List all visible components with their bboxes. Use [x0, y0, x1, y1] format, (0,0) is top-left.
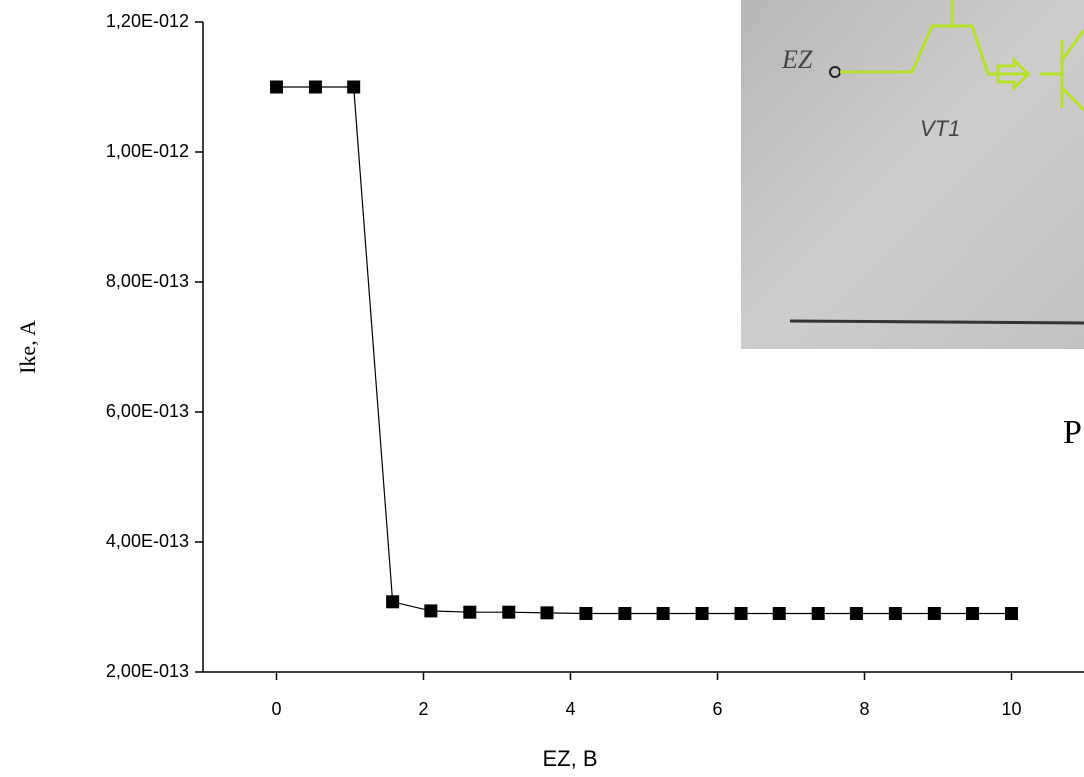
- marker: [270, 80, 283, 94]
- marker: [656, 607, 670, 620]
- y-tick-label: 1,00E-012: [106, 141, 189, 161]
- x-tick-label: 6: [712, 699, 722, 719]
- inset-photo: EZ VT1: [741, 0, 1084, 349]
- y-axis-title: Ike, A: [15, 320, 40, 374]
- x-tick-label: 0: [271, 699, 281, 719]
- marker: [772, 607, 786, 620]
- marker: [463, 605, 477, 619]
- x-tick-label: 2: [418, 699, 428, 719]
- marker: [347, 80, 361, 94]
- y-tick-label: 1,20E-012: [106, 11, 189, 31]
- marker: [308, 80, 322, 94]
- inset-label: EZ: [781, 45, 813, 74]
- x-tick-label: 4: [565, 699, 575, 719]
- marker: [502, 605, 516, 619]
- photo-line: [789, 319, 1084, 325]
- marker: [424, 604, 438, 618]
- x-tick-label: 8: [859, 699, 869, 719]
- marker: [734, 607, 748, 620]
- inset-label: VT1: [920, 116, 960, 141]
- x-axis-title: EZ, B: [542, 746, 597, 771]
- marker: [811, 607, 825, 620]
- y-tick-label: 6,00E-013: [106, 401, 189, 421]
- marker: [966, 607, 980, 620]
- annotation: P: [1063, 414, 1082, 451]
- marker: [849, 607, 863, 620]
- marker: [386, 595, 400, 609]
- marker: [618, 607, 632, 620]
- y-tick-label: 8,00E-013: [106, 271, 189, 291]
- marker: [927, 607, 941, 620]
- y-tick-label: 4,00E-013: [106, 531, 189, 551]
- x-tick-label: 10: [1001, 699, 1021, 719]
- marker: [888, 607, 902, 620]
- marker: [579, 607, 593, 620]
- y-tick-label: 2,00E-013: [106, 661, 189, 681]
- marker: [540, 606, 554, 620]
- photo-background: [741, 0, 1084, 349]
- marker: [1005, 607, 1018, 620]
- marker: [695, 607, 709, 620]
- circuit: [829, 0, 1084, 112]
